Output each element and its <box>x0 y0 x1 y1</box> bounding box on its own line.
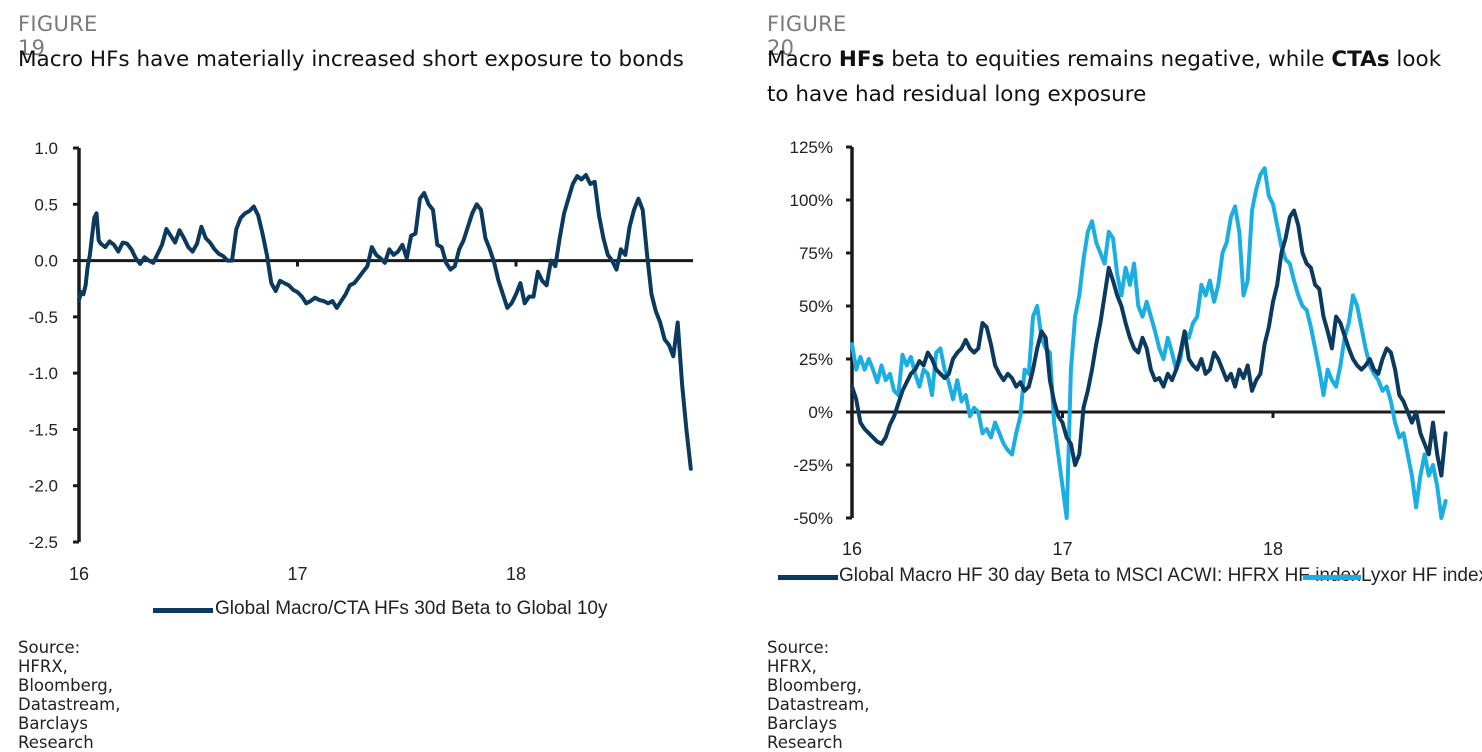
figure-20-source: Source: HFRX, Bloomberg, Datastream, Bar… <box>767 638 870 752</box>
series-line-global-macro-cta-hfs-30d-beta-to-global-10y <box>77 173 693 471</box>
y-tick-label: 0.5 <box>34 195 58 214</box>
y-tick-label: 0% <box>808 403 833 422</box>
legend-swatch-lyxor <box>1303 575 1361 580</box>
x-tick-label: 16 <box>69 564 89 584</box>
y-tick-label: 75% <box>799 244 833 263</box>
y-tick-label: -0.5 <box>29 308 58 327</box>
title-part: look to have had residual long exposure <box>767 47 1442 107</box>
x-tick-label: 18 <box>1263 539 1283 559</box>
figure-20-label: FIGURE 20 <box>767 12 847 60</box>
legend-swatch-global-macro-cta <box>153 608 213 613</box>
figure-19-label: FIGURE 19 <box>18 12 98 60</box>
title-part: Macro <box>767 47 839 72</box>
y-tick-label: -1.5 <box>29 420 58 439</box>
title-part: beta to equities remains negative, while <box>884 47 1332 72</box>
x-tick-label: 17 <box>1052 539 1072 559</box>
x-tick-label: 18 <box>506 564 526 584</box>
y-tick-label: -2.0 <box>29 477 58 496</box>
y-tick-label: 0.0 <box>34 252 58 271</box>
y-tick-label: -50% <box>793 509 833 528</box>
figure-20-title: Macro HFs beta to equities remains negat… <box>767 42 1467 112</box>
title-part-bold: CTAs <box>1331 47 1390 72</box>
legend-label-global-macro-cta: Global Macro/CTA HFs 30d Beta to Global … <box>215 598 608 619</box>
figure-20-chart: 125% 100% 75% 50% 25% 0% -25% -50% 16 17 18 <box>790 138 1448 559</box>
y-tick-label: -2.5 <box>29 533 58 552</box>
series-line-lyxor-hf-index <box>850 166 1448 520</box>
y-tick-label: 100% <box>790 191 833 210</box>
y-tick-label: 1.0 <box>34 139 58 158</box>
legend-label-lyxor: Lyxor HF index <box>1361 565 1482 586</box>
figure-19-title: Macro HFs have materially increased shor… <box>18 47 684 72</box>
series-line-global-macro-hf-30-day-beta-to-msci-acwi-hfrx-hf-index <box>850 208 1448 478</box>
y-tick-label: 125% <box>790 138 833 157</box>
y-tick-label: 50% <box>799 297 833 316</box>
legend-swatch-global-macro-hf <box>778 575 838 580</box>
y-tick-label: -1.0 <box>29 364 58 383</box>
y-tick-label: -25% <box>793 456 833 475</box>
title-part-bold: HFs <box>838 47 885 72</box>
figure-19-chart: 1.0 0.5 0.0 -0.5 -1.0 -1.5 -2.0 -2.5 16 17 18 <box>29 139 693 584</box>
x-tick-label: 16 <box>842 539 862 559</box>
x-tick-label: 17 <box>287 564 307 584</box>
y-tick-label: 25% <box>799 350 833 369</box>
legend-label-global-macro-hf: Global Macro HF 30 day Beta to MSCI ACWI… <box>839 565 1361 586</box>
